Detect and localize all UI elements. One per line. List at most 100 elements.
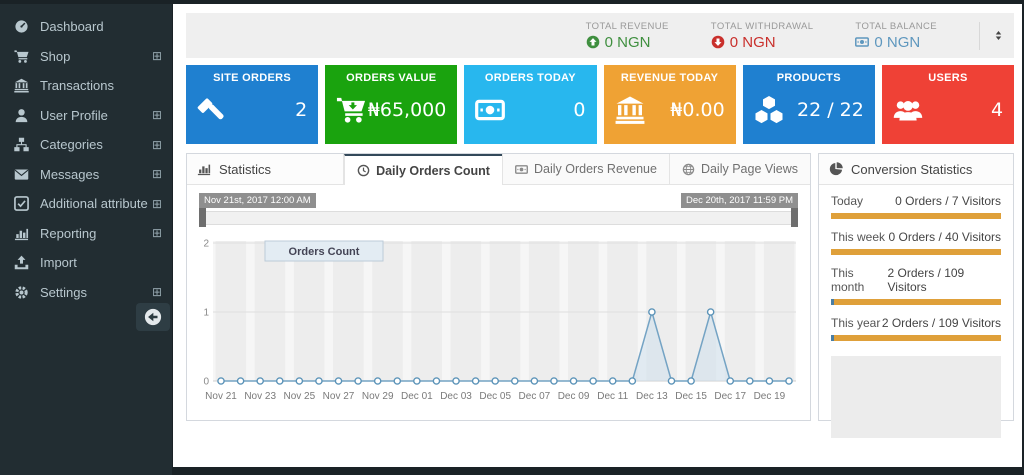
svg-text:Dec 05: Dec 05 [479, 391, 511, 402]
kpi-total-balance: TOTAL BALANCE0 NGN [855, 21, 937, 51]
svg-text:0: 0 [203, 377, 209, 388]
svg-text:1: 1 [203, 308, 209, 319]
sidebar-item-label: Messages [40, 167, 152, 182]
conversion-panel-title: Conversion Statistics [819, 154, 1013, 184]
sidebar-item-shop[interactable]: Shop⊞ [0, 42, 172, 72]
globe-icon [682, 163, 695, 176]
svg-text:Orders Count: Orders Count [289, 246, 360, 258]
kpi-value: 0 NGN [855, 34, 937, 51]
sidebar-item-transactions[interactable]: Transactions [0, 71, 172, 101]
sidebar-item-label: User Profile [40, 108, 152, 123]
card-revenue-today: REVENUE TODAY ₦0.00 [604, 65, 736, 144]
sidebar-item-user-profile[interactable]: User Profile⊞ [0, 101, 172, 131]
tab-daily-page-views[interactable]: Daily Page Views [669, 154, 810, 184]
card-title: USERS [893, 72, 1003, 84]
sidebar-item-label: Shop [40, 49, 152, 64]
card-title: PRODUCTS [754, 72, 864, 84]
card-orders-today: ORDERS TODAY0 [464, 65, 596, 144]
sidebar-item-messages[interactable]: Messages⊞ [0, 160, 172, 190]
conversion-row-value: 2 Orders / 109 Visitors [882, 316, 1001, 330]
conversion-row-value: 2 Orders / 109 Visitors [888, 266, 1001, 294]
sidebar-item-reporting[interactable]: Reporting⊞ [0, 219, 172, 249]
sidebar-item-categories[interactable]: Categories⊞ [0, 130, 172, 160]
expand-icon[interactable]: ⊞ [152, 226, 162, 240]
stat-cards-row: SITE ORDERS2ORDERS VALUE₦65,000ORDERS TO… [186, 65, 1014, 144]
slider-handle-right[interactable] [791, 208, 798, 227]
statistics-title-text: Statistics [219, 162, 271, 177]
sidebar-item-import[interactable]: Import [0, 248, 172, 278]
arrow-left-circle-icon [144, 308, 162, 326]
tab-daily-orders-count[interactable]: Daily Orders Count [344, 154, 502, 185]
kpi-total-revenue: TOTAL REVENUE0 NGN [586, 21, 669, 51]
conversion-row-line: This month2 Orders / 109 Visitors [831, 266, 1001, 294]
svg-text:Dec 01: Dec 01 [401, 391, 433, 402]
clock-icon [357, 164, 370, 177]
conversion-row-value: 0 Orders / 7 Visitors [895, 194, 1001, 208]
sitemap-icon [14, 137, 29, 152]
kpi-topbar: TOTAL REVENUE0 NGNTOTAL WITHDRAWAL0 NGNT… [186, 13, 1014, 58]
sidebar-item-additional-attribute[interactable]: Additional attribute⊞ [0, 189, 172, 219]
caret-updown-icon [993, 29, 1004, 42]
bank-icon [615, 95, 645, 125]
chart-legend: Orders Count [265, 241, 383, 261]
svg-text:Nov 23: Nov 23 [244, 391, 276, 402]
range-end-badge: Dec 20th, 2017 11:59 PM [681, 193, 798, 208]
expand-icon[interactable]: ⊞ [152, 108, 162, 122]
conversion-row-label: This month [831, 266, 888, 294]
svg-text:2: 2 [203, 239, 209, 250]
card-products: PRODUCTS22 / 22 [743, 65, 875, 144]
pie-chart-icon [829, 162, 843, 176]
arrow-circle-down-icon [711, 35, 725, 49]
expand-icon[interactable]: ⊞ [152, 285, 162, 299]
svg-text:Dec 13: Dec 13 [636, 391, 668, 402]
conversion-rate-bar [831, 213, 1001, 219]
card-value: ₦0.00 [670, 99, 724, 121]
conversion-row-this-week: This week0 Orders / 40 Visitors [831, 230, 1001, 255]
card-value: ₦65,000 [368, 99, 447, 121]
expand-icon[interactable]: ⊞ [152, 197, 162, 211]
conversion-placeholder-box [831, 356, 1001, 438]
slider-handle-left[interactable] [199, 208, 206, 227]
expand-icon[interactable]: ⊞ [152, 138, 162, 152]
conversion-row-line: Today0 Orders / 7 Visitors [831, 194, 1001, 208]
kpi-label: TOTAL WITHDRAWAL [711, 21, 814, 32]
card-content-row: 4 [893, 95, 1003, 125]
conversion-rate-segment [831, 299, 834, 305]
card-content-row: ₦65,000 [336, 95, 446, 125]
sidebar: DashboardShop⊞TransactionsUser Profile⊞C… [0, 4, 172, 475]
date-range-slider: Nov 21st, 2017 12:00 AM Dec 20th, 2017 1… [199, 193, 798, 231]
kpi-total-withdrawal: TOTAL WITHDRAWAL 0 NGN [711, 21, 814, 51]
sidebar-item-label: Transactions [40, 78, 162, 93]
arrow-circle-up-icon [586, 35, 600, 49]
money-icon [515, 163, 528, 176]
kpi-value-text: 0 NGN [730, 34, 776, 51]
conversion-row-line: This year2 Orders / 109 Visitors [831, 316, 1001, 330]
card-site-orders: SITE ORDERS2 [186, 65, 318, 144]
sidebar-item-dashboard[interactable]: Dashboard [0, 12, 172, 42]
svg-text:Nov 25: Nov 25 [284, 391, 316, 402]
cart-arrow-down-icon [336, 95, 366, 125]
svg-text:Dec 11: Dec 11 [597, 391, 628, 402]
conversion-rate-bar [831, 335, 1001, 341]
gavel-icon [197, 95, 227, 125]
expand-icon[interactable]: ⊞ [152, 49, 162, 63]
check-square-icon [14, 196, 29, 211]
expand-icon[interactable]: ⊞ [152, 167, 162, 181]
bar-chart-icon [14, 226, 29, 241]
tab-daily-orders-revenue[interactable]: Daily Orders Revenue [502, 154, 669, 184]
slider-track[interactable] [199, 211, 798, 225]
svg-text:Dec 17: Dec 17 [714, 391, 746, 402]
conversion-panel: Conversion Statistics Today0 Orders / 7 … [818, 153, 1014, 421]
bar-chart-icon [197, 162, 211, 176]
sidebar-item-label: Additional attribute [40, 196, 152, 211]
card-title: REVENUE TODAY [615, 72, 725, 84]
kpi-toggle-button[interactable] [979, 22, 1014, 50]
sidebar-collapse-button[interactable] [136, 303, 170, 331]
kpi-label: TOTAL REVENUE [586, 21, 669, 32]
card-content-row: 2 [197, 95, 307, 125]
svg-text:Dec 15: Dec 15 [675, 391, 707, 402]
kpi-value-text: 0 NGN [874, 34, 920, 51]
svg-text:Dec 19: Dec 19 [754, 391, 786, 402]
kpi-value: 0 NGN [711, 34, 814, 51]
gear-icon [14, 285, 29, 300]
